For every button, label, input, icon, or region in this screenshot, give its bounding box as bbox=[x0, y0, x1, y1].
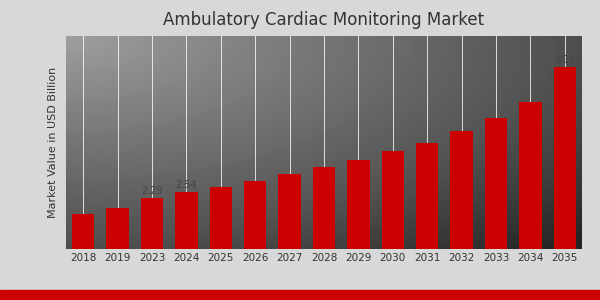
Bar bbox=[141, 198, 163, 249]
Title: Ambulatory Cardiac Monitoring Market: Ambulatory Cardiac Monitoring Market bbox=[163, 11, 485, 29]
Bar bbox=[519, 102, 542, 249]
Bar bbox=[106, 208, 129, 249]
Bar bbox=[347, 160, 370, 249]
Bar bbox=[382, 152, 404, 249]
Bar bbox=[175, 192, 197, 249]
Bar bbox=[313, 167, 335, 249]
Bar bbox=[554, 67, 576, 249]
Text: 2.54: 2.54 bbox=[176, 180, 197, 190]
Bar bbox=[485, 118, 507, 249]
Bar bbox=[416, 142, 439, 249]
Bar bbox=[72, 214, 94, 249]
Text: 2.29: 2.29 bbox=[141, 186, 163, 196]
Text: 8.11: 8.11 bbox=[554, 56, 575, 65]
Bar bbox=[209, 187, 232, 249]
Bar bbox=[451, 131, 473, 249]
Bar bbox=[278, 174, 301, 249]
Y-axis label: Market Value in USD Billion: Market Value in USD Billion bbox=[47, 67, 58, 218]
Bar bbox=[244, 181, 266, 249]
